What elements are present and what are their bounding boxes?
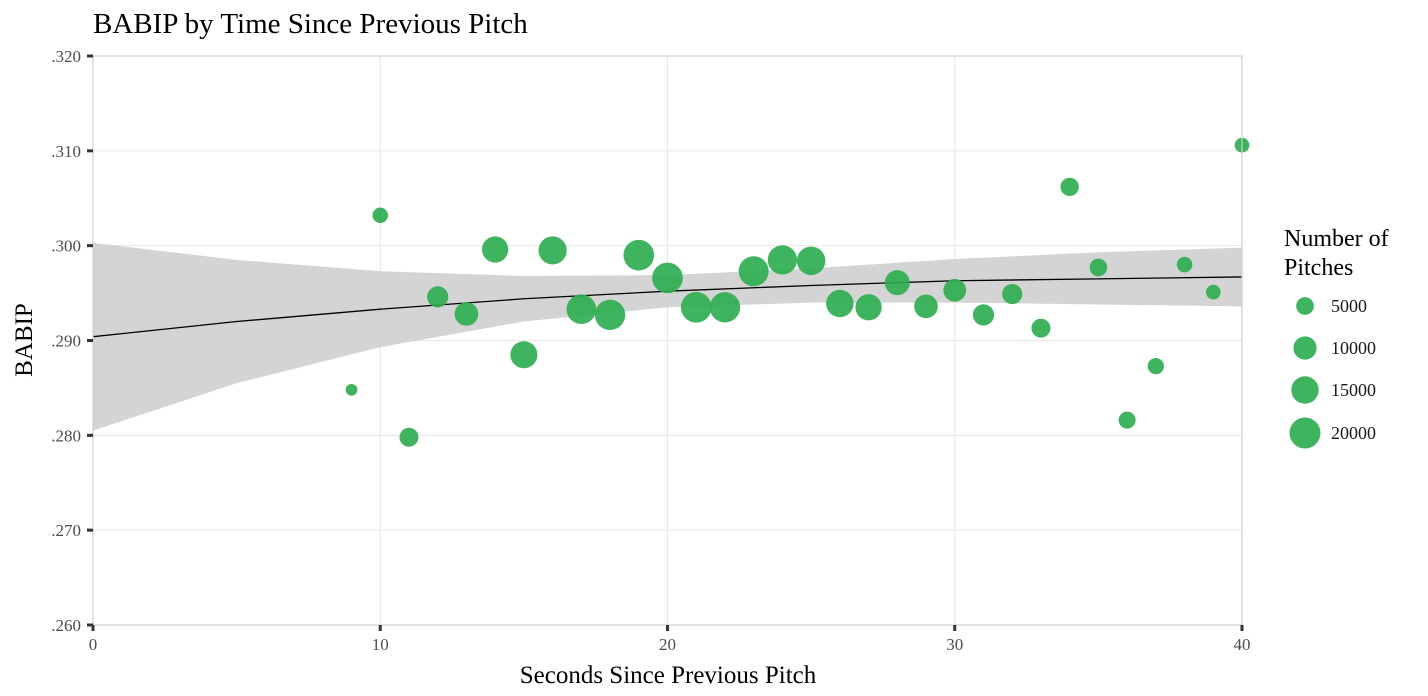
data-point [538,236,567,265]
legend-title-line-1: Number of [1284,226,1389,252]
x-axis-title: Seconds Since Previous Pitch [520,662,817,689]
data-point [709,292,741,323]
x-tick-label: 10 [372,635,389,654]
legend-size-key [1296,297,1314,315]
y-axis-title: BABIP [11,303,38,377]
data-point [1118,411,1136,429]
data-point [623,239,655,271]
legend-entry-label: 20000 [1331,423,1376,443]
data-point [1205,284,1221,300]
x-tick-label: 0 [89,635,98,654]
chart-title: BABIP by Time Since Previous Pitch [93,8,528,40]
data-point [372,207,389,224]
data-point [454,302,479,326]
data-point [510,341,538,369]
data-point [767,245,798,275]
legend-size-key [1291,376,1319,404]
data-point [1089,258,1108,277]
legend-entry-label: 5000 [1331,296,1367,316]
x-axis-ticks: 0 10 20 30 40 [89,625,1251,654]
y-axis-ticks: .260 .270 .280 .290 .300 .310 .320 [51,47,93,635]
y-tick-label: .290 [51,332,81,351]
y-tick-label: .300 [51,237,81,256]
data-point [1060,177,1079,197]
x-tick-label: 20 [659,635,676,654]
data-point [826,289,854,318]
legend-entry-label: 10000 [1331,338,1376,358]
y-tick-label: .320 [51,47,81,66]
data-point [399,427,419,447]
data-point [796,246,826,276]
data-point [738,256,769,287]
data-point [652,262,683,294]
x-tick-label: 40 [1234,635,1251,654]
legend-size-key [1289,417,1321,449]
legend-entry-label: 15000 [1331,380,1376,400]
data-point [345,383,358,396]
data-point [1031,318,1051,338]
legend-title-line-2: Pitches [1284,255,1353,281]
data-point [566,294,597,325]
data-point [972,304,995,326]
y-tick-label: .260 [51,616,81,635]
data-point [427,286,449,308]
data-point [943,278,967,302]
data-point [594,299,626,331]
data-point [855,294,882,321]
data-point [482,236,509,263]
y-tick-label: .280 [51,426,81,445]
data-point [680,291,712,323]
y-tick-label: .310 [51,142,81,161]
x-tick-label: 30 [946,635,963,654]
data-point [1002,283,1023,305]
size-legend: Number of Pitches 5000 10000 15000 20000 [1284,226,1389,449]
y-tick-label: .270 [51,521,81,540]
legend-size-key [1293,336,1317,360]
data-point [1176,256,1193,273]
data-point [884,270,910,296]
data-points [345,137,1250,447]
data-point [1147,357,1164,375]
data-point [914,294,938,319]
